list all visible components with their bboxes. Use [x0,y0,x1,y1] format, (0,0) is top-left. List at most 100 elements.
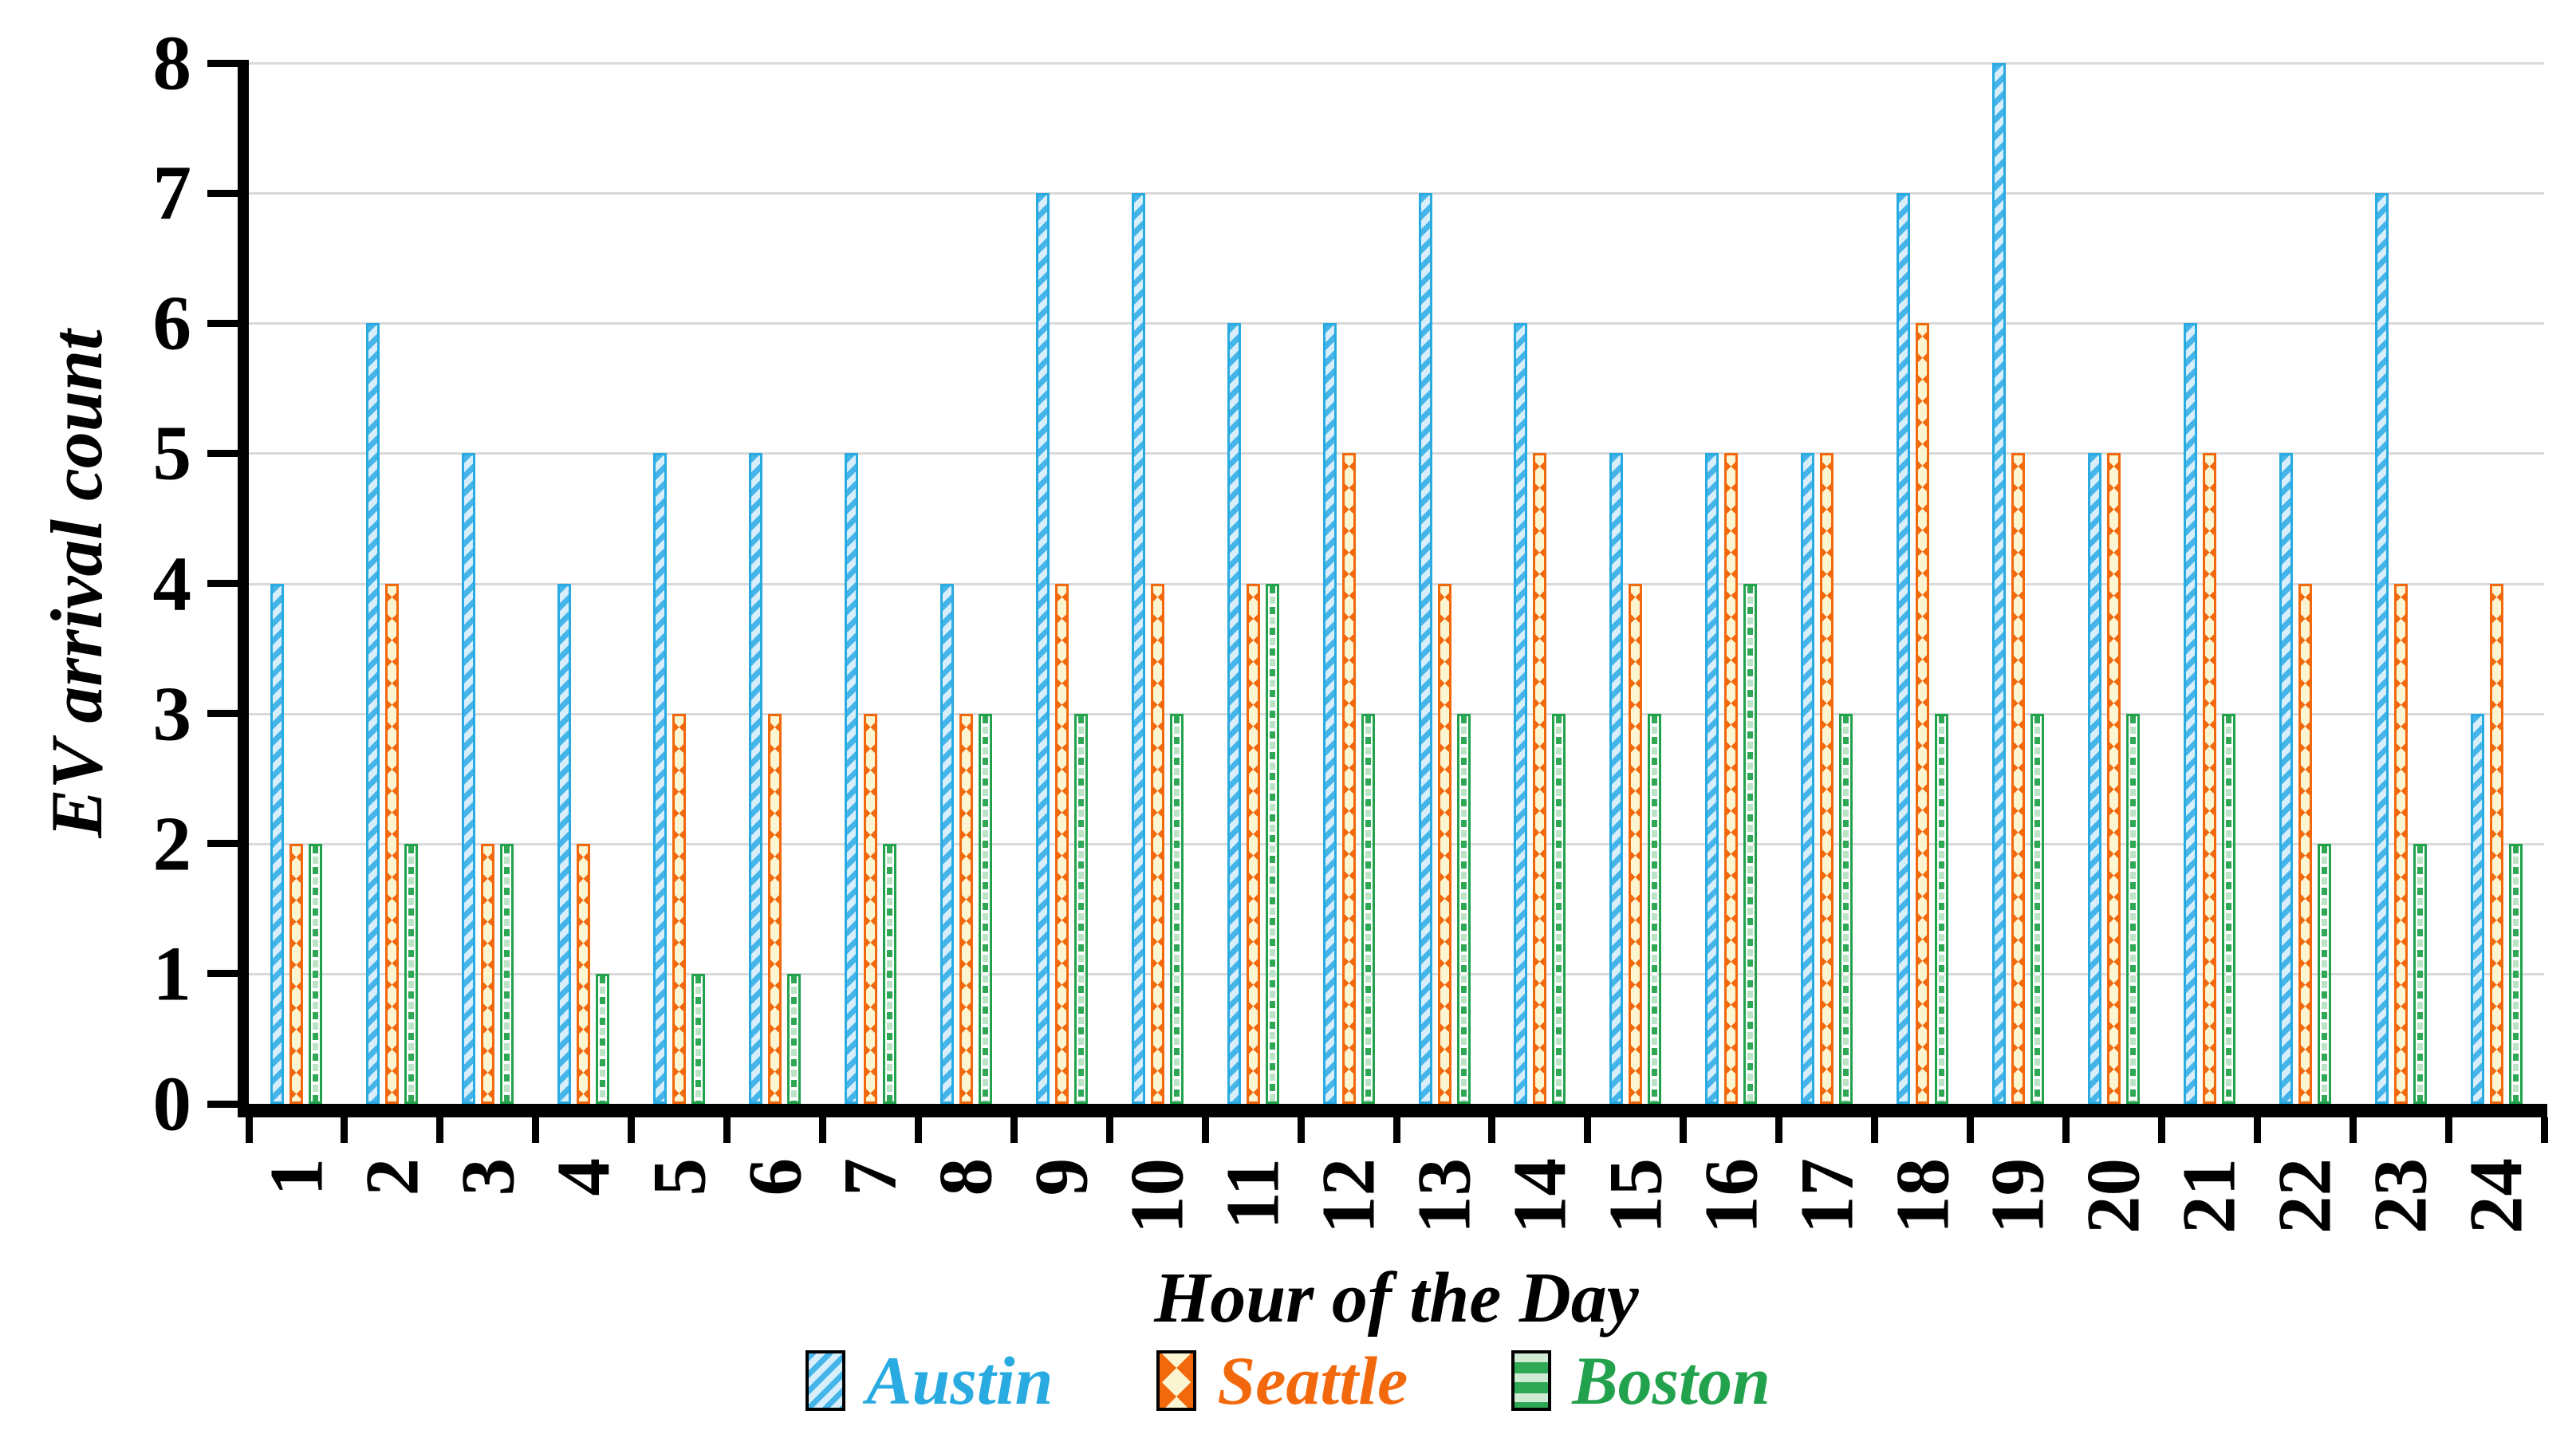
x-tick-label: 2 [349,1158,435,1196]
austin-bar [1609,453,1624,1104]
austin-bar [1514,323,1528,1104]
y-tick [207,580,239,587]
seattle-bar [1724,453,1739,1104]
austin-bar [2279,453,2293,1104]
seattle-bar [1820,453,1834,1104]
austin-bar [1322,323,1337,1104]
x-tick [723,1117,731,1143]
x-tick [2349,1117,2357,1143]
x-tick [1297,1117,1305,1143]
gridline [249,712,2544,715]
seattle-bar [1916,323,1930,1104]
y-tick-label: 6 [152,280,192,366]
x-tick-label: 4 [541,1158,626,1196]
bar-group-hour-4 [536,63,632,1104]
plot-area [249,62,2544,1104]
y-tick [207,319,239,327]
y-tick-label: 1 [152,931,192,1017]
bar-group-hour-5 [632,63,727,1104]
boston-bar [2413,843,2427,1104]
x-tick [532,1117,540,1143]
gridline [249,452,2544,455]
x-tick [628,1117,636,1143]
austin-bar [2374,193,2389,1104]
bar-group-hour-24 [2448,63,2544,1104]
boston-bar [1648,713,1662,1104]
bar-group-hour-22 [2257,63,2353,1104]
x-tick-label: 16 [1688,1158,1774,1234]
austin-bar [366,323,380,1104]
seattle-bar [959,713,973,1104]
boston-bar [1552,713,1566,1104]
seattle-bar [2489,583,2503,1104]
seattle-bar [2106,453,2121,1104]
boston-bar [2125,713,2140,1104]
x-tick-label: 12 [1306,1158,1391,1234]
y-tick [207,449,239,457]
x-tick-label: 9 [1018,1158,1104,1196]
austin-bar [270,583,285,1104]
x-tick-label: 11 [1210,1158,1295,1230]
x-tick [1105,1117,1113,1143]
boston-bar [978,713,992,1104]
x-tick [1680,1117,1688,1143]
legend-item-boston: Boston [1511,1346,1771,1415]
x-tick-label: 18 [1880,1158,1965,1234]
x-tick [341,1117,349,1143]
x-tick-label: 14 [1497,1158,1582,1234]
y-axis-line [238,60,249,1117]
x-tick-label: 6 [732,1158,817,1196]
y-axis-title: EV arrival count [36,329,117,838]
boston-bar [2317,843,2331,1104]
x-tick-label: 15 [1593,1158,1678,1234]
bar-group-hour-11 [1205,63,1301,1104]
x-tick [2157,1117,2165,1143]
y-tick-label: 8 [152,20,192,106]
y-tick [207,710,239,718]
y-tick-label: 2 [152,801,192,887]
austin-swatch-icon [805,1350,846,1411]
austin-bar [557,583,572,1104]
x-tick-label: 17 [1784,1158,1869,1234]
legend-item-austin: Austin [805,1346,1053,1415]
austin-bar [1131,193,1145,1104]
bar-group-hour-14 [1492,63,1588,1104]
seattle-bar [863,713,877,1104]
seattle-bar [1246,583,1260,1104]
x-tick [1775,1117,1783,1143]
x-tick-label: 7 [827,1158,912,1196]
bar-group-hour-8 [918,63,1014,1104]
boston-bar [882,843,896,1104]
bar-group-hour-1 [249,63,345,1104]
bar-group-hour-15 [1588,63,1684,1104]
boston-bar [691,973,706,1104]
y-tick [207,59,239,67]
x-tick-label: 8 [923,1158,1008,1196]
boston-bar [1265,583,1279,1104]
x-tick [2540,1117,2548,1143]
boston-bar [596,973,610,1104]
seattle-bar [1150,583,1164,1104]
seattle-bar [1629,583,1643,1104]
legend-label-seattle: Seattle [1217,1342,1408,1419]
seattle-bar [290,843,304,1104]
austin-bar [1227,323,1241,1104]
bar-group-hour-13 [1396,63,1492,1104]
seattle-bar [2202,453,2216,1104]
x-tick [1584,1117,1592,1143]
x-tick [2062,1117,2070,1143]
x-tick [2444,1117,2452,1143]
x-tick-label: 10 [1114,1158,1199,1234]
seattle-swatch-icon [1156,1350,1197,1411]
y-tick [207,840,239,848]
bar-group-hour-9 [1014,63,1109,1104]
boston-swatch-icon [1511,1350,1552,1411]
x-tick [819,1117,826,1143]
bar-group-hour-7 [823,63,919,1104]
gridline [249,62,2544,65]
seattle-bar [385,583,400,1104]
bar-group-hour-20 [2066,63,2162,1104]
y-tick-label: 0 [152,1061,192,1147]
boston-bar [1169,713,1184,1104]
